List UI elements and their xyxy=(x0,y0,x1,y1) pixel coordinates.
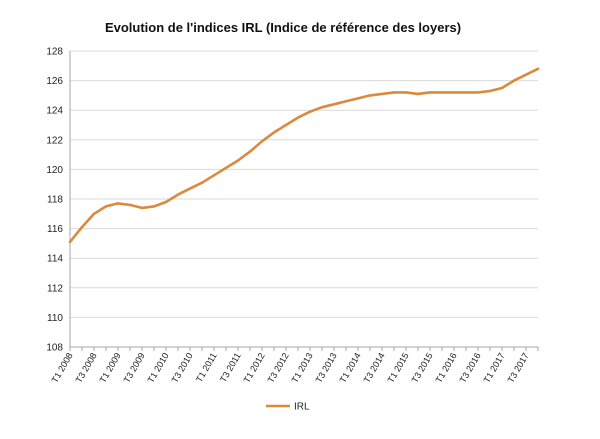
data-point xyxy=(308,110,312,113)
data-point xyxy=(116,202,120,205)
x-tick-label: T1 2011 xyxy=(194,351,219,384)
legend-label: IRL xyxy=(294,402,310,413)
data-point xyxy=(296,116,300,119)
data-point xyxy=(320,106,324,109)
x-tick-label: T1 2014 xyxy=(338,351,363,385)
x-tick-label: T3 2017 xyxy=(506,351,531,385)
data-point xyxy=(188,187,192,190)
series-line-irl xyxy=(68,67,540,244)
chart-title: Evolution de l'indices IRL (Indice de ré… xyxy=(105,20,461,35)
data-point xyxy=(488,89,492,93)
y-tick-label: 118 xyxy=(47,195,63,206)
x-tick-label: T3 2013 xyxy=(314,351,339,385)
y-tick-label: 120 xyxy=(46,165,63,176)
x-tick-label: T3 2015 xyxy=(410,351,435,385)
gridlines xyxy=(70,50,538,318)
x-tick-label: T3 2010 xyxy=(170,351,195,385)
data-point xyxy=(128,203,132,207)
data-point xyxy=(236,159,240,162)
y-tick-label: 116 xyxy=(47,224,63,235)
data-point xyxy=(476,91,480,94)
series-lines xyxy=(68,67,540,244)
data-point xyxy=(464,91,468,94)
x-tick-label: T3 2008 xyxy=(74,351,99,385)
x-tick-label: T1 2015 xyxy=(386,351,411,385)
x-tick-label: T1 2013 xyxy=(290,351,315,385)
data-point xyxy=(140,206,144,210)
data-point xyxy=(104,205,108,208)
data-point xyxy=(152,205,156,208)
y-tick-label: 126 xyxy=(46,76,63,87)
data-point xyxy=(452,91,456,94)
data-point xyxy=(368,94,372,97)
y-tick-label: 114 xyxy=(47,254,63,265)
x-tick-label: T1 2009 xyxy=(98,351,123,385)
data-point xyxy=(332,103,336,106)
data-point xyxy=(176,193,180,196)
x-tick-label: T1 2012 xyxy=(242,351,267,385)
data-point xyxy=(260,140,264,143)
y-tick-label: 110 xyxy=(47,313,63,324)
data-point xyxy=(68,240,72,244)
y-tick-label: 124 xyxy=(46,106,63,117)
y-axis-ticks: 108 110 112 114 116 118 120 122 124 126 128 xyxy=(46,47,63,354)
x-tick-label: T1 2016 xyxy=(434,351,459,385)
data-point xyxy=(428,91,432,94)
x-tick-label: T3 2012 xyxy=(266,351,291,385)
x-tick-label: T3 2009 xyxy=(122,351,147,385)
data-point xyxy=(524,73,528,76)
legend: IRL xyxy=(266,402,310,413)
x-tick-label: T3 2016 xyxy=(458,351,483,385)
x-tick-label: T3 2011 xyxy=(218,351,243,384)
data-point xyxy=(536,67,540,70)
data-point xyxy=(80,225,84,229)
x-tick-label: T1 2017 xyxy=(482,351,507,385)
data-point xyxy=(248,150,252,153)
data-point xyxy=(224,166,228,170)
x-tick-label: T3 2014 xyxy=(362,351,387,385)
y-tick-label: 112 xyxy=(47,283,63,294)
y-tick-label: 108 xyxy=(46,343,63,354)
data-point xyxy=(500,86,504,90)
x-tick-label: T1 2010 xyxy=(146,351,171,385)
data-point xyxy=(380,92,384,96)
data-point xyxy=(512,79,516,82)
data-point xyxy=(92,212,96,215)
data-point xyxy=(356,97,360,100)
data-point xyxy=(404,91,408,94)
axes xyxy=(69,51,539,351)
data-point xyxy=(344,100,348,103)
data-point xyxy=(284,123,288,127)
data-point xyxy=(392,91,396,94)
y-tick-label: 128 xyxy=(46,47,63,58)
y-tick-label: 122 xyxy=(46,135,63,146)
data-point xyxy=(200,181,204,184)
data-point xyxy=(212,174,216,177)
x-tick-label: T1 2008 xyxy=(50,351,75,385)
data-point xyxy=(416,92,420,96)
data-point xyxy=(440,91,444,94)
data-point xyxy=(272,131,276,134)
data-point xyxy=(164,200,168,204)
